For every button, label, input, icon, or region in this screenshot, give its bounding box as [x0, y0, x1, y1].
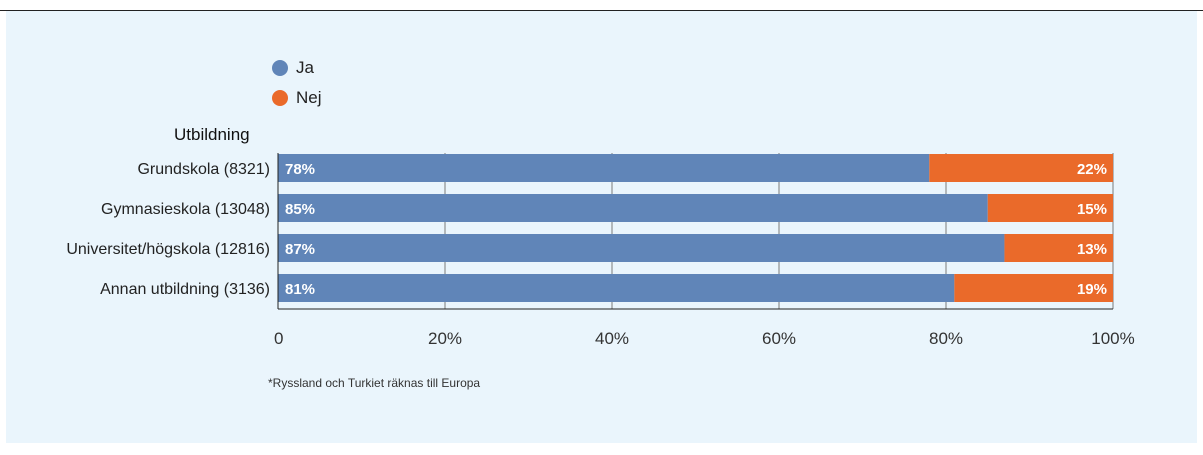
- bar-nej-3: [954, 274, 1113, 302]
- bar-ja-1: [278, 194, 988, 222]
- legend-label-ja: Ja: [296, 58, 314, 77]
- chart-panel: [6, 11, 1197, 443]
- data-label-nej-1: 15%: [1077, 201, 1107, 218]
- data-label-ja-2: 87%: [285, 241, 315, 258]
- bar-nej-1: [987, 194, 1113, 222]
- legend-swatch-nej: [272, 90, 288, 106]
- bar-nej-2: [1004, 234, 1113, 262]
- legend-item-nej: Nej: [272, 83, 322, 113]
- top-rule: [0, 10, 1203, 11]
- bar-ja-2: [278, 234, 1005, 262]
- data-label-ja-1: 85%: [285, 201, 315, 218]
- bar-ja-3: [278, 274, 955, 302]
- x-tick-label-1: 20%: [428, 329, 462, 348]
- legend-label-nej: Nej: [296, 88, 322, 107]
- category-axis-title: Utbildning: [174, 125, 250, 144]
- category-label-2: Universitet/högskola (12816): [66, 241, 270, 258]
- bar-ja-0: [278, 154, 930, 182]
- x-tick-label-5: 100%: [1091, 329, 1134, 348]
- data-label-nej-3: 19%: [1077, 281, 1107, 298]
- data-label-nej-2: 13%: [1077, 241, 1107, 258]
- legend-swatch-ja: [272, 60, 288, 76]
- legend: Ja Nej: [272, 53, 322, 113]
- data-label-ja-3: 81%: [285, 281, 315, 298]
- x-tick-label-0: 0: [274, 329, 283, 348]
- category-label-3: Annan utbildning (3136): [100, 281, 270, 298]
- data-label-ja-0: 78%: [285, 161, 315, 178]
- footnote: *Ryssland och Turkiet räknas till Europa: [268, 376, 481, 390]
- bar-nej-0: [929, 154, 1113, 182]
- legend-item-ja: Ja: [272, 53, 322, 83]
- x-tick-label-3: 60%: [762, 329, 796, 348]
- data-label-nej-0: 22%: [1077, 161, 1107, 178]
- x-tick-label-2: 40%: [595, 329, 629, 348]
- category-label-0: Grundskola (8321): [137, 161, 270, 178]
- category-label-1: Gymnasieskola (13048): [101, 201, 270, 218]
- x-tick-label-4: 80%: [929, 329, 963, 348]
